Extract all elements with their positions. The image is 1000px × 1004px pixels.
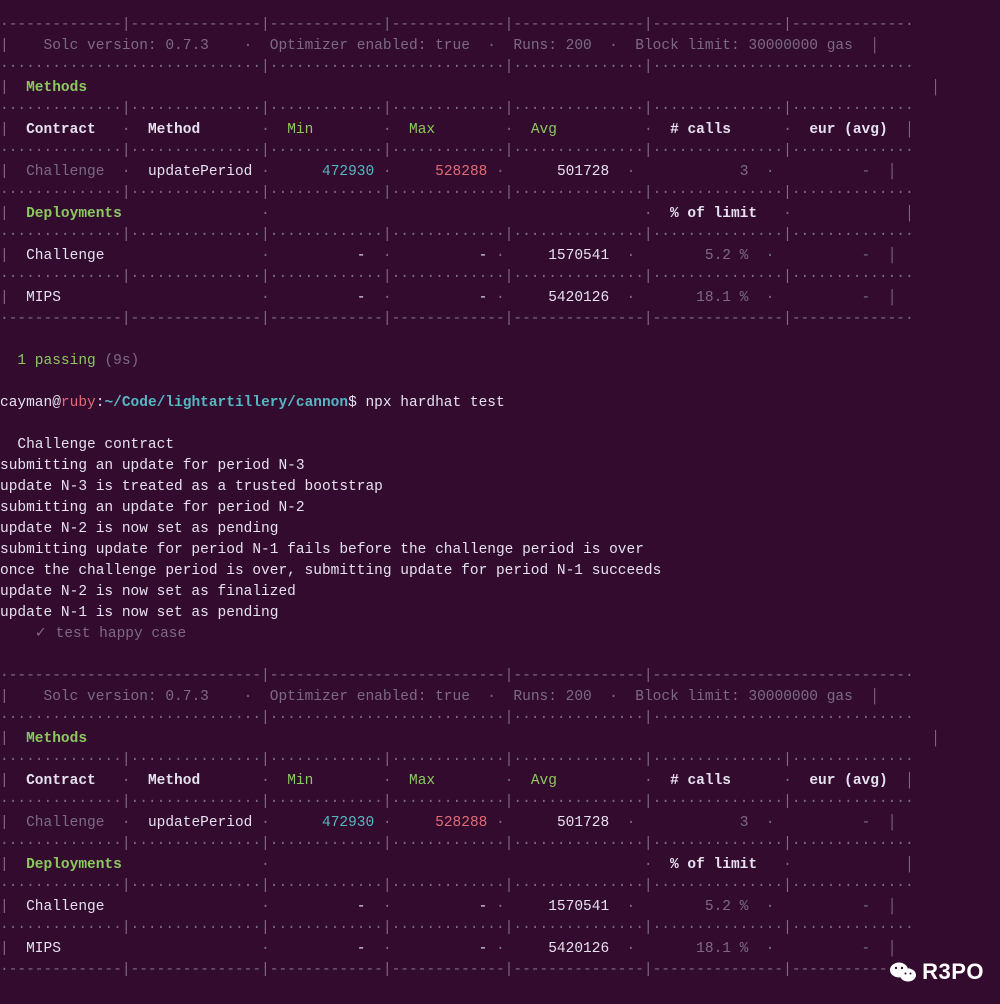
deploy-pct: 5.2 % bbox=[705, 899, 749, 915]
deploy-name: Challenge bbox=[26, 248, 104, 264]
col-eur: eur (avg) bbox=[809, 773, 887, 789]
col-max: Max bbox=[409, 773, 435, 789]
test-happy: ✓ test happy case bbox=[0, 626, 186, 642]
deploy-max: - bbox=[479, 941, 488, 957]
col-method: Method bbox=[148, 122, 200, 138]
table-border: ··············|···············|·········… bbox=[0, 269, 914, 285]
deploy-pct: 18.1 % bbox=[696, 290, 748, 306]
table-border: ······························|·········… bbox=[0, 710, 914, 726]
test-line: submitting an update for period N-2 bbox=[0, 500, 305, 516]
table-border: ··············|···············|·········… bbox=[0, 920, 914, 936]
col-avg: Avg bbox=[531, 773, 557, 789]
deploy-avg: 5420126 bbox=[548, 290, 609, 306]
passing-text: 1 passing bbox=[17, 353, 95, 369]
prompt-host: ruby bbox=[61, 395, 96, 411]
row-contract: Challenge bbox=[26, 164, 104, 180]
solc-version: Solc version: 0.7.3 bbox=[44, 38, 209, 54]
methods-heading: Methods bbox=[26, 731, 87, 747]
pct-limit-heading: % of limit bbox=[670, 206, 757, 222]
col-min: Min bbox=[287, 773, 313, 789]
deploy-max: - bbox=[479, 290, 488, 306]
prompt-dollar: $ bbox=[348, 395, 357, 411]
deploy-avg: 1570541 bbox=[548, 899, 609, 915]
row-method: updatePeriod bbox=[148, 815, 252, 831]
deploy-avg: 1570541 bbox=[548, 248, 609, 264]
row-avg: 501728 bbox=[557, 815, 609, 831]
table-border: ··············|···············|·········… bbox=[0, 101, 914, 117]
test-line: submitting update for period N-1 fails b… bbox=[0, 542, 644, 558]
deploy-eur: - bbox=[862, 941, 871, 957]
deployments-heading: Deployments bbox=[26, 206, 122, 222]
table-border: ··············|···············|·········… bbox=[0, 836, 914, 852]
runs: Runs: 200 bbox=[513, 689, 591, 705]
row-method: updatePeriod bbox=[148, 164, 252, 180]
table-border: ··············|···············|·········… bbox=[0, 185, 914, 201]
test-line: update N-2 is now set as finalized bbox=[0, 584, 296, 600]
deploy-name: MIPS bbox=[26, 290, 61, 306]
prompt-at: @ bbox=[52, 395, 61, 411]
col-max: Max bbox=[409, 122, 435, 138]
col-min: Min bbox=[287, 122, 313, 138]
watermark: R3PO bbox=[890, 956, 984, 988]
prompt-command[interactable]: npx hardhat test bbox=[365, 395, 504, 411]
wechat-icon bbox=[890, 961, 916, 983]
test-line: update N-2 is now set as pending bbox=[0, 521, 278, 537]
watermark-text: R3PO bbox=[922, 956, 984, 988]
prompt-path: ~/Code/lightartillery/cannon bbox=[104, 395, 348, 411]
table-border: ······························|·········… bbox=[0, 59, 914, 75]
row-avg: 501728 bbox=[557, 164, 609, 180]
row-eur: - bbox=[862, 815, 871, 831]
prompt-user: cayman bbox=[0, 395, 52, 411]
row-min: 472930 bbox=[322, 164, 374, 180]
test-line: update N-1 is now set as pending bbox=[0, 605, 278, 621]
table-border: ·-------------|---------------|---------… bbox=[0, 311, 914, 327]
runs: Runs: 200 bbox=[513, 38, 591, 54]
deploy-name: MIPS bbox=[26, 941, 61, 957]
deploy-eur: - bbox=[862, 248, 871, 264]
table-border: ·-----------------------------|---------… bbox=[0, 668, 914, 684]
deploy-name: Challenge bbox=[26, 899, 104, 915]
test-line: submitting an update for period N-3 bbox=[0, 458, 305, 474]
row-contract: Challenge bbox=[26, 815, 104, 831]
test-line: once the challenge period is over, submi… bbox=[0, 563, 661, 579]
terminal-output: ·-------------|---------------|---------… bbox=[0, 15, 1000, 1004]
row-max: 528288 bbox=[435, 815, 487, 831]
table-border: ··············|···············|·········… bbox=[0, 227, 914, 243]
table-border: ·-------------|---------------|---------… bbox=[0, 962, 914, 978]
deploy-max: - bbox=[479, 899, 488, 915]
deploy-eur: - bbox=[862, 290, 871, 306]
optimizer: Optimizer enabled: true bbox=[270, 689, 470, 705]
col-contract: Contract bbox=[26, 122, 96, 138]
deploy-pct: 18.1 % bbox=[696, 941, 748, 957]
col-method: Method bbox=[148, 773, 200, 789]
row-max: 528288 bbox=[435, 164, 487, 180]
col-contract: Contract bbox=[26, 773, 96, 789]
table-border: ·-------------|---------------|---------… bbox=[0, 17, 914, 33]
test-title: Challenge contract bbox=[0, 437, 174, 453]
table-border: ··············|···············|·········… bbox=[0, 752, 914, 768]
table-border: ··············|···············|·········… bbox=[0, 143, 914, 159]
table-border: ··············|···············|·········… bbox=[0, 878, 914, 894]
col-calls: # calls bbox=[670, 773, 731, 789]
col-calls: # calls bbox=[670, 122, 731, 138]
optimizer: Optimizer enabled: true bbox=[270, 38, 470, 54]
row-min: 472930 bbox=[322, 815, 374, 831]
deploy-avg: 5420126 bbox=[548, 941, 609, 957]
table-border: ··············|···············|·········… bbox=[0, 794, 914, 810]
block-limit: Block limit: 30000000 gas bbox=[635, 689, 853, 705]
deploy-pct: 5.2 % bbox=[705, 248, 749, 264]
deploy-max: - bbox=[479, 248, 488, 264]
deployments-heading: Deployments bbox=[26, 857, 122, 873]
block-limit: Block limit: 30000000 gas bbox=[635, 38, 853, 54]
col-eur: eur (avg) bbox=[809, 122, 887, 138]
test-line: update N-3 is treated as a trusted boots… bbox=[0, 479, 383, 495]
passing-time: (9s) bbox=[104, 353, 139, 369]
solc-version: Solc version: 0.7.3 bbox=[44, 689, 209, 705]
pct-limit-heading: % of limit bbox=[670, 857, 757, 873]
col-avg: Avg bbox=[531, 122, 557, 138]
methods-heading: Methods bbox=[26, 80, 87, 96]
row-eur: - bbox=[862, 164, 871, 180]
deploy-eur: - bbox=[862, 899, 871, 915]
